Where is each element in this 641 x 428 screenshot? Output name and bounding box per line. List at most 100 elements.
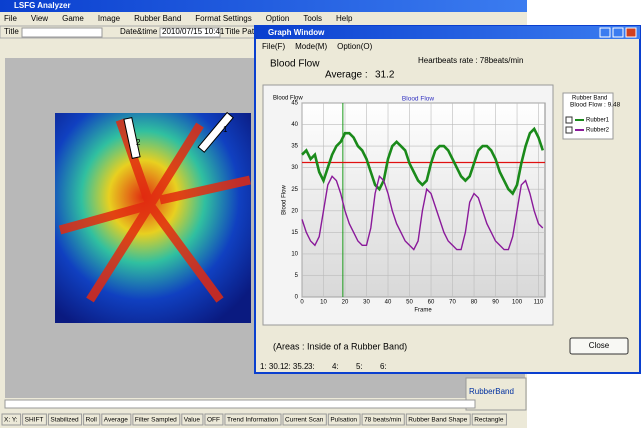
- menu-item[interactable]: Option: [266, 14, 290, 23]
- plot-area: [301, 102, 546, 298]
- readout: 1: 30.1 2: 35.2 3: 4: 5: 6:: [260, 362, 387, 371]
- menu-bar: File View Game Image Rubber Band Format Setti…: [4, 14, 353, 23]
- legend-label: Rubber2: [586, 128, 610, 134]
- y-tick-label: 20: [291, 208, 298, 214]
- y-tick-label: 45: [291, 101, 298, 107]
- status-cell: [22, 413, 47, 426]
- x-tick-label: 50: [406, 300, 413, 306]
- rubber-band-panel: [465, 377, 527, 411]
- menu-item[interactable]: Help: [336, 14, 353, 23]
- x-tick-label: 70: [449, 300, 456, 306]
- series-line: [301, 174, 544, 251]
- rubber-band[interactable]: [197, 111, 234, 153]
- status-cell: [471, 413, 507, 426]
- y-tick-label: 5: [295, 273, 299, 279]
- x-tick-label: 80: [471, 300, 478, 306]
- title-field[interactable]: [21, 27, 103, 38]
- menu-item[interactable]: File: [4, 14, 17, 23]
- status-cell: [405, 413, 471, 426]
- minimize-button[interactable]: [599, 27, 611, 38]
- status-text: Value: [184, 417, 201, 424]
- readout-item: 6:: [380, 362, 387, 371]
- menu-item[interactable]: Format Settings: [195, 14, 251, 23]
- legend-label: Rubber1: [586, 118, 610, 124]
- datetime-value: 2010/07/15 10:41: [162, 27, 225, 36]
- maximize-button[interactable]: [612, 27, 624, 38]
- legend-checkbox[interactable]: [565, 126, 573, 134]
- status-cell: [1, 413, 22, 426]
- status-text: Stabilized: [50, 417, 79, 424]
- vessels: [58, 118, 251, 303]
- menu-item[interactable]: Tools: [303, 14, 322, 23]
- status-cell: [282, 413, 327, 426]
- menu-item[interactable]: Mode(M): [295, 42, 327, 51]
- legend-checkbox[interactable]: [565, 116, 573, 124]
- status-cell: [101, 413, 132, 426]
- datetime-label: Date&time :: [120, 27, 162, 36]
- x-tick-label: 110: [534, 300, 544, 306]
- x-tick-label: 60: [428, 300, 435, 306]
- rubber-band[interactable]: [123, 117, 141, 159]
- datetime-field[interactable]: [159, 27, 221, 38]
- corner-label: Blood Flow: [273, 96, 303, 102]
- y-tick-label: 25: [291, 187, 298, 193]
- average-label: Average :: [325, 70, 368, 81]
- menu-item[interactable]: Rubber Band: [134, 14, 181, 23]
- status-text: 78 beats/min: [364, 417, 402, 424]
- status-text: Rubber Band Shape: [408, 417, 467, 424]
- legend-items: Rubber1 Rubber2: [565, 116, 610, 134]
- heartbeat: Heartbeats rate : 78beats/min: [418, 56, 523, 65]
- readout-item: 4:: [332, 362, 339, 371]
- note: (Areas : Inside of a Rubber Band): [273, 341, 407, 351]
- close-button[interactable]: [569, 337, 629, 355]
- y-tick-label: 40: [291, 122, 298, 128]
- band-label: 1: [223, 125, 228, 134]
- menu-item[interactable]: View: [31, 14, 48, 23]
- y-tick-label: 10: [291, 251, 298, 257]
- status-cell: [361, 413, 405, 426]
- readout-item: 2: 35.2: [284, 362, 309, 371]
- status-text: Roll: [86, 417, 98, 424]
- x-axis-label: Frame: [414, 308, 432, 314]
- menu-item[interactable]: Image: [98, 14, 121, 23]
- status-text: OFF: [207, 417, 220, 424]
- band-label: 2: [136, 138, 141, 147]
- status-text: Current Scan: [285, 417, 324, 424]
- y-tick-label: 15: [291, 230, 298, 236]
- readout-item: 5:: [356, 362, 363, 371]
- readout-item: 3:: [308, 362, 315, 371]
- graph-title: Graph Window: [268, 28, 325, 37]
- graph-title-bar: [255, 26, 640, 39]
- series-line: [301, 126, 545, 196]
- status-cell: [327, 413, 361, 426]
- x-tick-label: 90: [492, 300, 499, 306]
- status-bar: X: Y: SHIFT Stabilized Roll Average Filter Sa…: [1, 413, 507, 426]
- x-tick-label: 30: [363, 300, 370, 306]
- average-value: 31.2: [375, 70, 395, 81]
- title-bar: [0, 0, 527, 12]
- x-tick-label: 0: [300, 300, 304, 306]
- status-cell: [83, 413, 101, 426]
- heading: Blood Flow: [270, 59, 320, 70]
- status-text: Filter Sampled: [135, 417, 177, 424]
- readout-item: 1: 30.1: [260, 362, 285, 371]
- close-window-button[interactable]: [625, 27, 637, 38]
- scrollbar[interactable]: [4, 399, 476, 409]
- legend-title: Rubber Band: [572, 96, 607, 102]
- menu-item[interactable]: File(F): [262, 42, 285, 51]
- graph-menu: File(F) Mode(M) Option(O): [262, 42, 373, 51]
- status-cell: [224, 413, 282, 426]
- path-label: Title Path :: [225, 27, 263, 36]
- status-cell: [132, 413, 181, 426]
- x-tick-label: 20: [342, 300, 349, 306]
- status-text: Pulsation: [330, 417, 357, 424]
- menu-item[interactable]: Game: [62, 14, 84, 23]
- chart: Blood Flow Frame Blood Flow Blood Flow 0 5 10 1…: [273, 96, 545, 314]
- status-cell: [204, 413, 224, 426]
- window-title: LSFG Analyzer: [14, 1, 71, 10]
- status-text: SHIFT: [25, 417, 44, 424]
- menu-item[interactable]: Option(O): [337, 42, 372, 51]
- status-text: Rectangle: [474, 417, 504, 424]
